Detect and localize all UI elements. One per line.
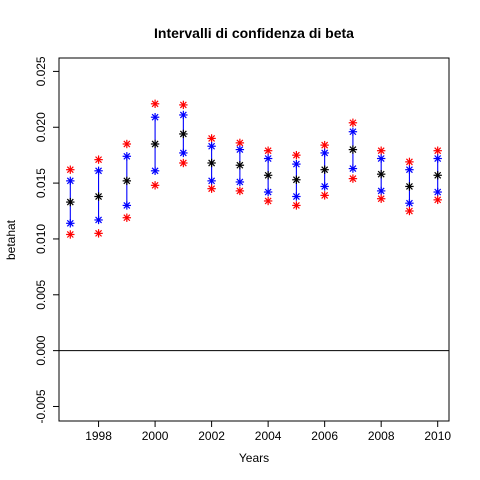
point-outer-upper: [150, 99, 160, 108]
point-inner-lower: [348, 164, 358, 173]
point-inner-lower: [292, 192, 301, 201]
y-tick-label: 0.025: [34, 56, 48, 86]
point-inner-lower: [179, 148, 188, 158]
x-axis: 1998 2000 2002 2004 2006 2008 2010: [85, 420, 451, 443]
point-inner-upper: [433, 154, 442, 163]
x-tick-label: 2008: [368, 429, 395, 443]
point-inner-lower: [433, 187, 442, 197]
point-outer-upper: [122, 139, 132, 149]
point-inner-upper: [94, 166, 103, 176]
point-inner-lower: [235, 177, 245, 187]
point-outer-upper: [292, 150, 301, 160]
point-estimate: [320, 165, 329, 174]
point-outer-upper: [433, 146, 442, 155]
point-inner-lower: [376, 186, 386, 196]
point-outer-upper: [376, 146, 386, 155]
point-inner-lower: [122, 201, 132, 210]
point-estimate: [207, 158, 216, 168]
point-outer-lower: [94, 229, 103, 238]
y-tick-label: 0.010: [34, 224, 48, 254]
point-outer-upper: [66, 165, 75, 174]
x-axis-label: Years: [239, 451, 269, 465]
point-inner-upper: [207, 142, 216, 151]
point-outer-upper: [263, 146, 273, 155]
y-axis-label: betahat: [4, 219, 18, 260]
point-estimate: [292, 175, 301, 184]
point-inner-lower: [207, 176, 216, 186]
point-estimate: [235, 161, 245, 170]
point-inner-lower: [320, 182, 329, 191]
x-tick-label: 2000: [142, 429, 169, 443]
point-inner-upper: [122, 152, 132, 161]
point-estimate: [94, 192, 103, 201]
point-outer-lower: [292, 201, 301, 210]
point-outer-upper: [207, 134, 216, 143]
y-tick-label: 0.015: [34, 168, 48, 198]
point-inner-lower: [150, 166, 160, 176]
point-outer-lower: [150, 181, 160, 190]
point-inner-upper: [235, 145, 245, 154]
y-tick-label: 0.005: [34, 279, 48, 309]
point-outer-lower: [122, 213, 132, 222]
x-tick-label: 2002: [198, 429, 225, 443]
point-outer-lower: [376, 194, 386, 203]
data-marks: [66, 99, 442, 239]
y-tick-label: 0.020: [34, 112, 48, 142]
point-estimate: [433, 171, 442, 180]
chart-title: Intervalli di confidenza di beta: [154, 25, 354, 41]
point-inner-lower: [66, 219, 75, 228]
point-estimate: [179, 129, 188, 139]
point-estimate: [348, 145, 358, 154]
point-inner-upper: [66, 176, 75, 186]
point-outer-lower: [263, 196, 273, 206]
point-outer-lower: [179, 158, 188, 168]
x-tick-label: 2004: [255, 429, 282, 443]
point-estimate: [376, 169, 386, 179]
point-inner-upper: [292, 159, 301, 169]
point-outer-lower: [348, 174, 358, 183]
x-tick-label: 1998: [85, 429, 112, 443]
point-inner-upper: [263, 154, 273, 163]
point-estimate: [66, 197, 75, 207]
point-outer-upper: [320, 140, 329, 150]
point-inner-upper: [320, 148, 329, 158]
point-inner-lower: [263, 187, 273, 197]
y-tick-label: -0.005: [34, 389, 48, 423]
point-inner-lower: [94, 215, 103, 225]
point-outer-lower: [320, 191, 329, 200]
y-tick-label: 0.000: [34, 335, 48, 365]
point-inner-lower: [405, 199, 414, 208]
point-outer-upper: [179, 100, 188, 110]
point-inner-upper: [376, 154, 386, 163]
point-estimate: [150, 139, 160, 149]
point-outer-upper: [405, 157, 414, 167]
point-estimate: [263, 171, 273, 180]
point-outer-upper: [94, 155, 103, 164]
point-outer-lower: [405, 206, 414, 216]
point-outer-lower: [433, 195, 442, 205]
point-outer-lower: [207, 184, 216, 193]
point-estimate: [122, 176, 132, 186]
x-tick-label: 2006: [311, 429, 338, 443]
point-outer-upper: [348, 118, 358, 127]
y-axis: -0.005 0.000 0.005 0.010 0.015 0.020 0.025: [34, 56, 60, 423]
point-inner-upper: [150, 112, 160, 122]
point-inner-upper: [179, 110, 188, 120]
point-outer-lower: [235, 186, 245, 196]
x-tick-label: 2010: [424, 429, 451, 443]
plot-frame: [58, 57, 450, 422]
point-inner-upper: [348, 127, 358, 136]
point-outer-lower: [66, 230, 75, 239]
point-estimate: [405, 182, 414, 191]
point-inner-upper: [405, 165, 414, 174]
